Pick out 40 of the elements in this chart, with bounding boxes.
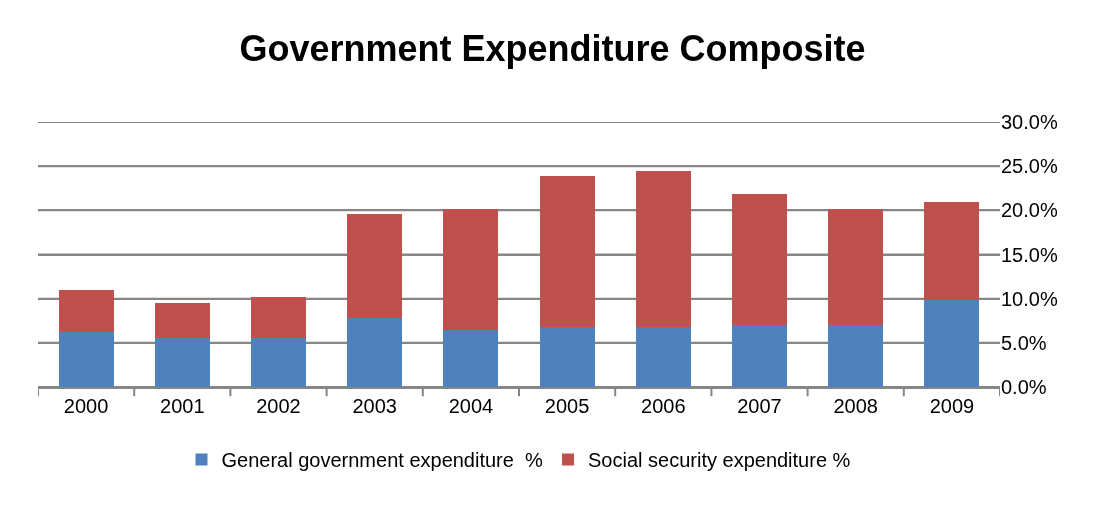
bar	[635, 326, 691, 387]
x-tick-label: 2000	[63, 395, 109, 417]
y-tick-label: 30.0%	[1001, 111, 1058, 133]
x-tick-label: 2008	[833, 395, 878, 417]
bar	[732, 193, 787, 326]
bar	[635, 170, 691, 327]
legend-label: Social security expenditure %	[588, 449, 851, 472]
bar	[732, 325, 787, 387]
y-tick-label: 25.0%	[1001, 155, 1058, 178]
bar	[58, 332, 114, 387]
bar	[58, 289, 114, 333]
legend-label: General government expenditure %	[221, 449, 544, 472]
bar	[154, 338, 210, 387]
bar	[154, 303, 210, 339]
bar	[347, 318, 403, 387]
bar	[828, 208, 884, 326]
x-tick-label: 2009	[929, 395, 975, 417]
bar	[347, 213, 403, 319]
y-tick-label: 20.0%	[1001, 199, 1058, 222]
y-tick-label: 5.0%	[1001, 331, 1047, 354]
bar	[828, 325, 884, 387]
bar	[251, 338, 306, 387]
x-tick-label: 2002	[256, 395, 301, 417]
chart-title: Government Expenditure Composite	[239, 28, 866, 70]
bar	[443, 209, 499, 330]
x-tick-label: 2006	[641, 395, 686, 417]
bar	[443, 329, 499, 387]
y-tick-label: 15.0%	[1001, 243, 1058, 266]
y-tick-label: 10.0%	[1001, 287, 1058, 310]
bar	[251, 296, 306, 339]
x-tick-label: 2007	[737, 395, 782, 417]
x-tick-label: 2001	[160, 395, 205, 417]
bar	[924, 300, 980, 387]
bar	[539, 326, 595, 387]
x-tick-label: 2004	[448, 395, 494, 417]
x-tick-label: 2005	[544, 395, 590, 417]
bar	[539, 175, 595, 327]
x-tick-label: 2003	[352, 395, 397, 417]
bar	[924, 201, 980, 301]
y-tick-label: 0.0%	[1001, 376, 1047, 398]
